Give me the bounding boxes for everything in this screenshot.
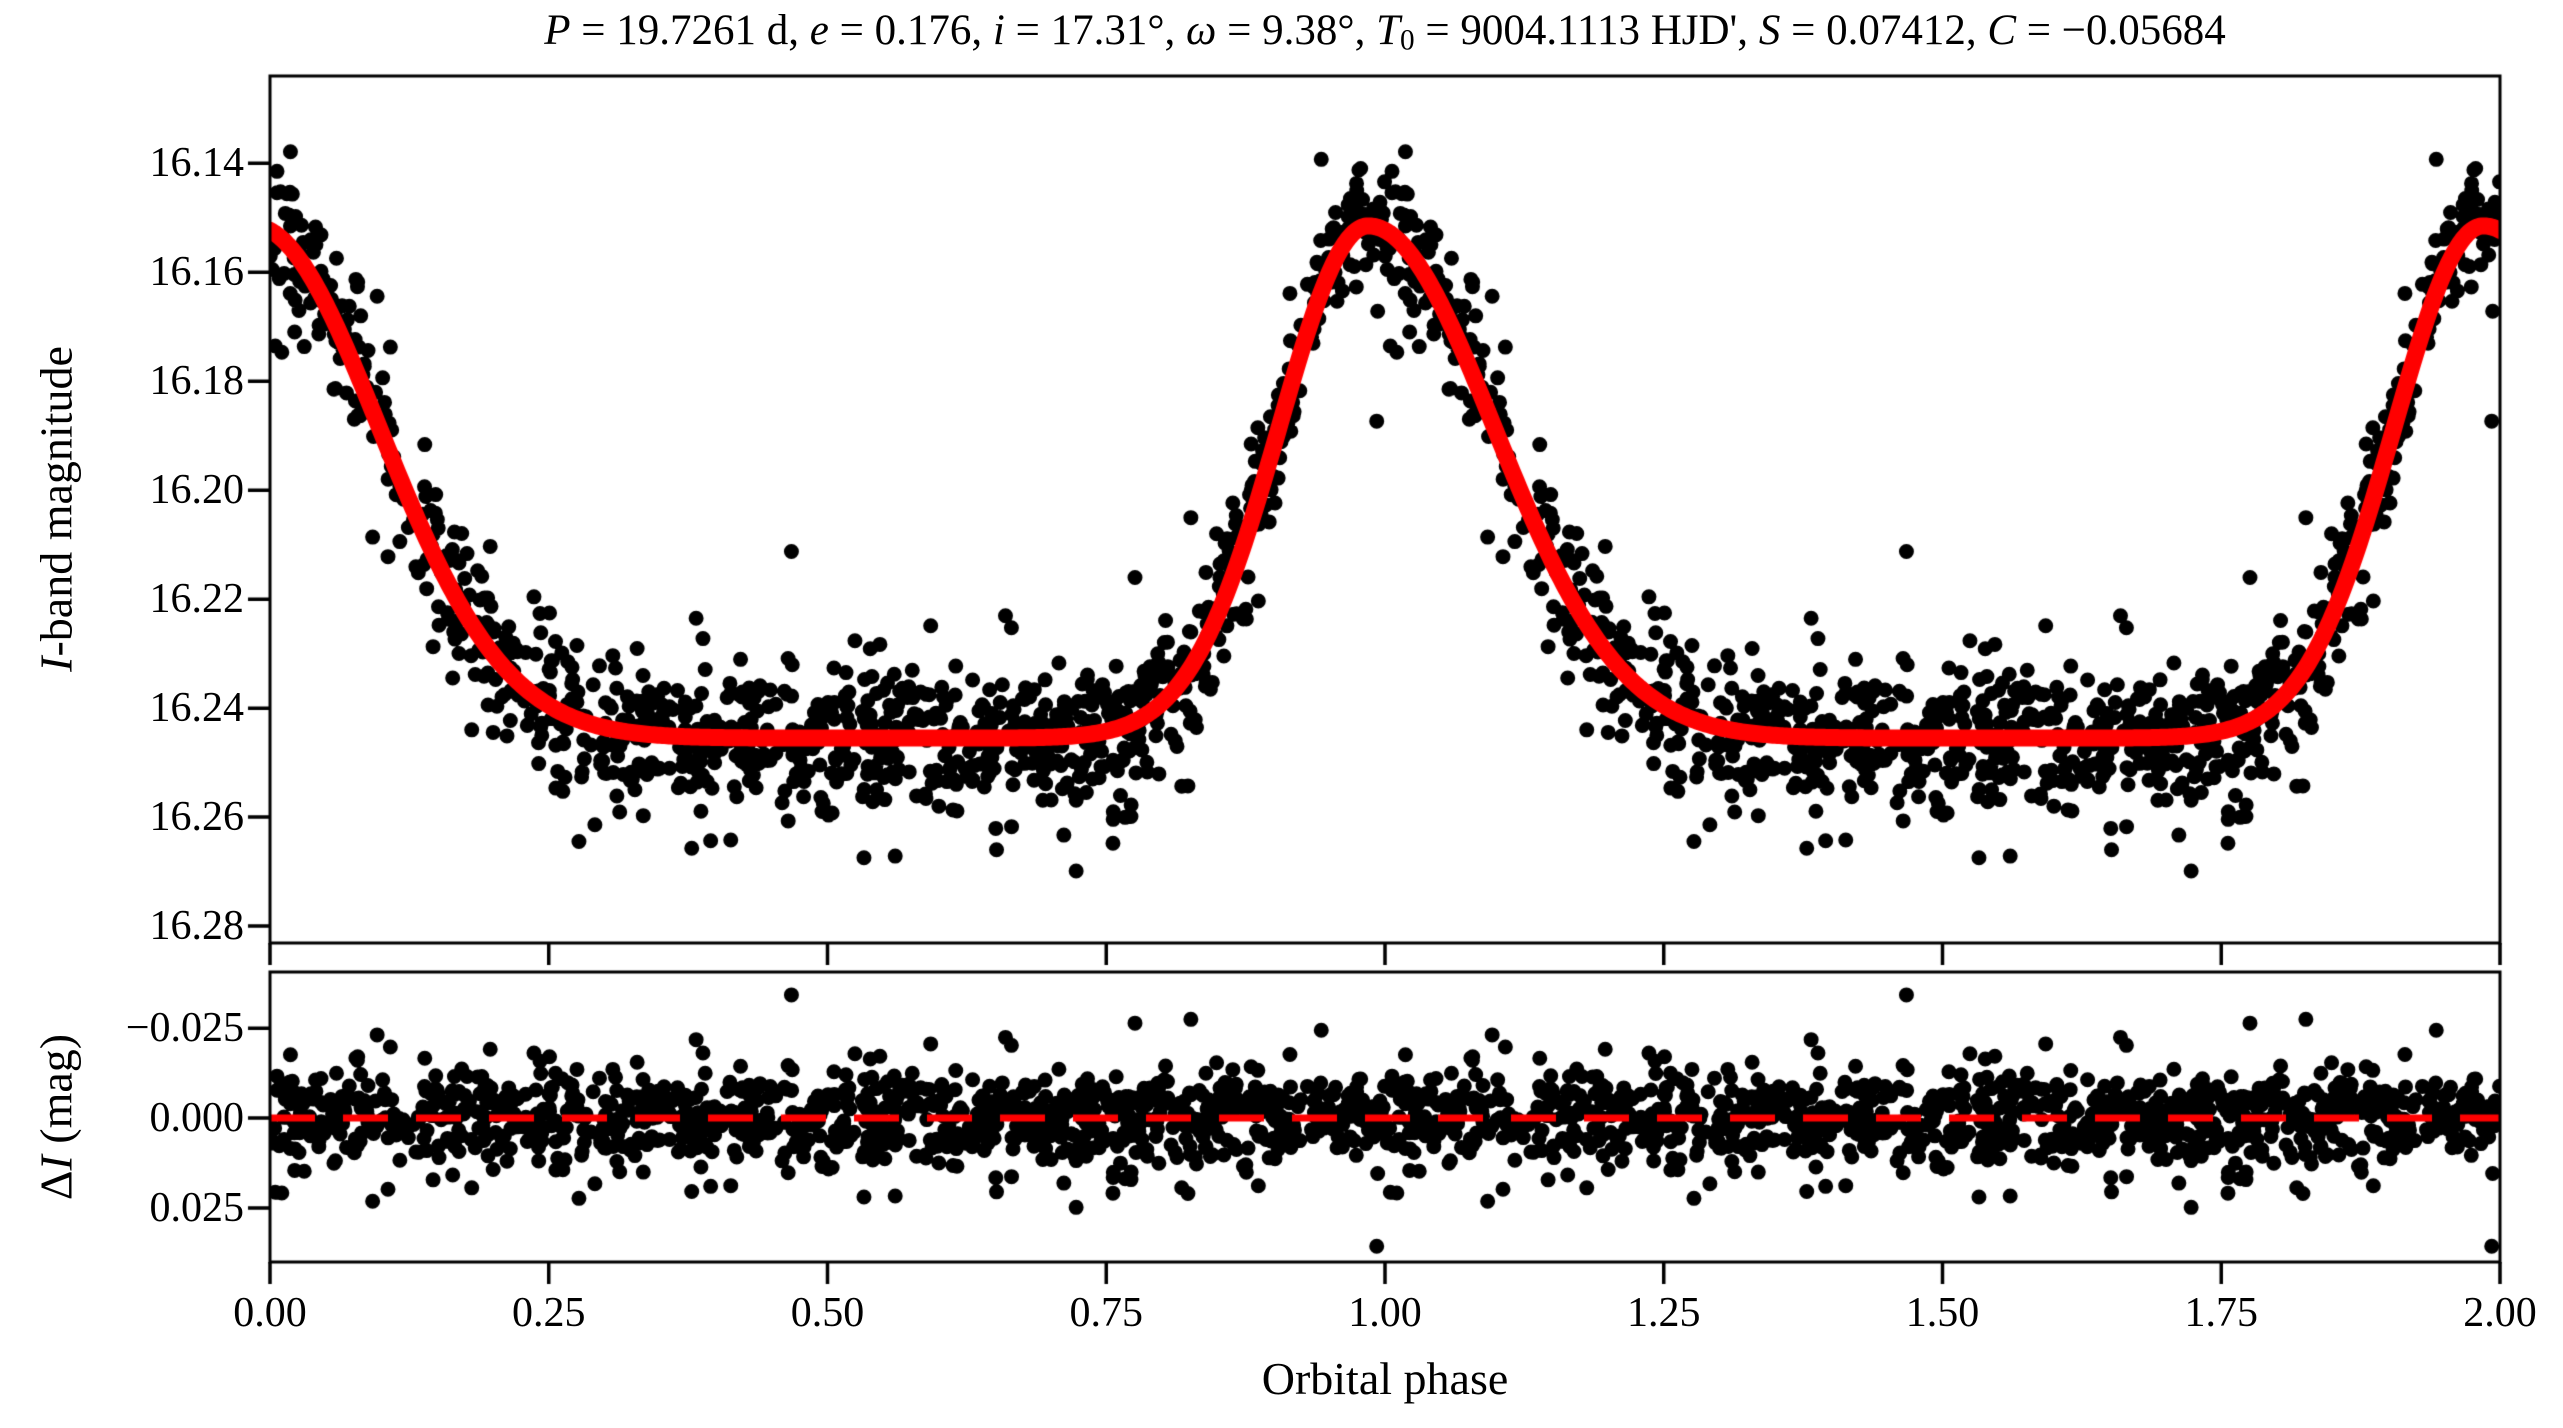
y-tick-label: 0.025 [149,1185,245,1232]
text-segment: 0 [1400,24,1415,57]
y-axis-label-residual: ΔI (mag) [30,1034,83,1200]
text-segment: ω [1186,7,1217,54]
y-tick-label: 16.18 [149,358,245,405]
x-tick-label: 0.00 [233,1290,307,1336]
text-segment: i [992,7,1005,54]
y-tick-label: 16.28 [149,903,245,950]
text-segment: (mag) [30,1033,82,1156]
y-axis-label-magnitude: I-band magnitude [30,346,83,672]
text-segment: e [809,7,829,54]
text-segment: = 0.176, [828,7,993,54]
x-tick-label: 1.50 [1905,1290,1980,1336]
y-tick-label: 0.000 [149,1095,245,1142]
x-tick-label: 1.25 [1627,1290,1701,1336]
y-tick-label: 16.16 [149,249,245,296]
x-tick-label: 0.25 [512,1290,586,1336]
text-segment: = 17.31°, [1004,7,1187,54]
y-tick-label: 16.20 [149,467,245,514]
text-segment: = 0.07412, [1780,7,1988,54]
x-tick-label: 1.00 [1348,1290,1422,1336]
y-tick-label: −0.025 [125,1005,244,1052]
y-tick-label: 16.22 [149,576,245,623]
x-axis-label: Orbital phase [1261,1353,1509,1404]
text-segment: -band magnitude [30,346,82,657]
text-segment: S [1758,7,1781,54]
x-tick-label: 2.00 [2463,1290,2537,1336]
text-segment: = −0.05684 [2016,7,2226,54]
text-segment: = 9.38°, [1216,7,1377,54]
x-tick-label: 0.75 [1069,1290,1144,1336]
text-segment: = 19.7261 d, [570,7,810,54]
plot-title: P = 19.7261 d, e = 0.176, i = 17.31°, ω … [544,6,2226,57]
y-tick-label: 16.14 [149,140,245,187]
text-segment: C [1987,7,2017,54]
text-segment: P [544,7,571,54]
text-segment: I [30,1155,82,1171]
x-tick-label: 1.75 [2184,1290,2259,1336]
text-segment: Δ [30,1170,82,1201]
y-tick-label: 16.26 [149,794,245,841]
x-tick-label: 0.50 [790,1290,865,1336]
text-segment: = 9004.1113 HJD', [1414,7,1759,54]
text-segment: T [1376,7,1401,54]
y-tick-label: 16.24 [149,685,245,732]
text-segment: I [30,656,82,672]
